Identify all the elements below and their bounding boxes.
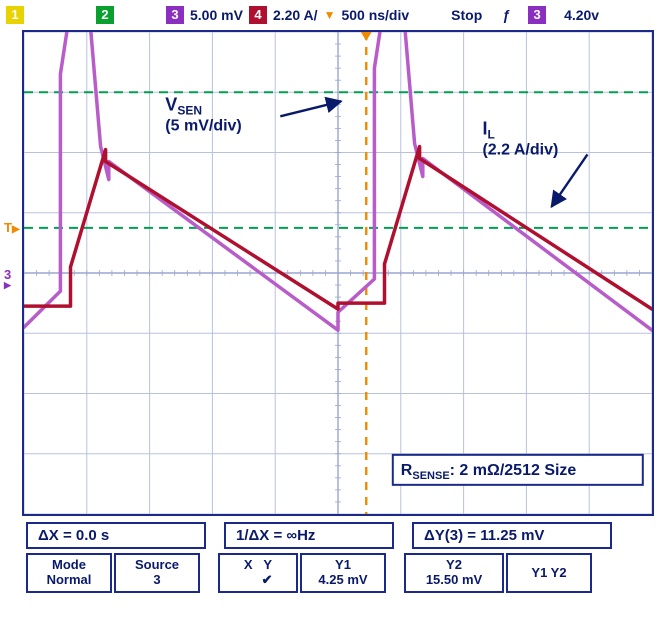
timebase-label: 500 ns/div bbox=[341, 7, 409, 23]
svg-text:(5 mV/div): (5 mV/div) bbox=[165, 117, 241, 134]
mode-box[interactable]: Mode Normal bbox=[26, 553, 112, 593]
delta-y-box: ΔY(3) = 11.25 mV bbox=[412, 522, 612, 549]
trig-ch-badge: 3 bbox=[528, 6, 546, 24]
xy-box[interactable]: X Y ✔ bbox=[218, 553, 298, 593]
control-row: Mode Normal Source 3 X Y ✔ Y1 4.25 mV Y2… bbox=[14, 551, 664, 599]
ch3-badge: 3 bbox=[166, 6, 184, 24]
mode-label: Mode bbox=[36, 557, 102, 572]
trig-level: 4.20v bbox=[564, 7, 599, 23]
ch4-badge: 4 bbox=[249, 6, 267, 24]
inv-delta-x-box: 1/ΔX = ∞Hz bbox=[224, 522, 394, 549]
ch4-scale: 2.20 A/ bbox=[273, 7, 318, 23]
scope-waveform-area: VSEN(5 mV/div)IL(2.2 A/div)RSENSE: 2 mΩ/… bbox=[24, 32, 652, 514]
source-label: Source bbox=[124, 557, 190, 572]
y1y2-box[interactable]: Y1 Y2 bbox=[506, 553, 592, 593]
y1-box[interactable]: Y1 4.25 mV bbox=[300, 553, 386, 593]
y2-value: 15.50 mV bbox=[414, 572, 494, 587]
ch1-badge: 1 bbox=[6, 6, 24, 24]
xy-check: ✔ bbox=[228, 572, 288, 587]
y1-label: Y1 bbox=[310, 557, 376, 572]
measurement-row: ΔX = 0.0 s 1/ΔX = ∞Hz ΔY(3) = 11.25 mV bbox=[14, 516, 664, 551]
trig-symbol: ƒ bbox=[502, 7, 510, 23]
ch3-scale: 5.00 mV bbox=[190, 7, 243, 23]
run-status: Stop bbox=[451, 7, 482, 23]
y1y2-label: Y1 Y2 bbox=[516, 557, 582, 589]
trigger-level-marker: T▶ bbox=[4, 220, 20, 235]
oscilloscope-display: T▶ 3▶ VSEN(5 mV/div)IL(2.2 A/div)RSENSE:… bbox=[22, 30, 654, 516]
y2-label: Y2 bbox=[414, 557, 494, 572]
y2-box[interactable]: Y2 15.50 mV bbox=[404, 553, 504, 593]
ctrl-group-3: Y2 15.50 mV Y1 Y2 bbox=[404, 553, 592, 593]
mode-value: Normal bbox=[36, 572, 102, 587]
ctrl-group-1: Mode Normal Source 3 bbox=[26, 553, 200, 593]
xy-label: X Y bbox=[228, 557, 288, 572]
y1-value: 4.25 mV bbox=[310, 572, 376, 587]
ctrl-group-2: X Y ✔ Y1 4.25 mV bbox=[218, 553, 386, 593]
svg-text:(2.2 A/div): (2.2 A/div) bbox=[482, 141, 558, 158]
source-box[interactable]: Source 3 bbox=[114, 553, 200, 593]
ch2-badge: 2 bbox=[96, 6, 114, 24]
delta-x-box: ΔX = 0.0 s bbox=[26, 522, 206, 549]
ch3-zero-marker: 3▶ bbox=[4, 267, 11, 288]
source-value: 3 bbox=[124, 572, 190, 587]
oscilloscope-top-bar: 1 2 3 5.00 mV 4 2.20 A/ ▼ 500 ns/div Sto… bbox=[0, 0, 664, 30]
